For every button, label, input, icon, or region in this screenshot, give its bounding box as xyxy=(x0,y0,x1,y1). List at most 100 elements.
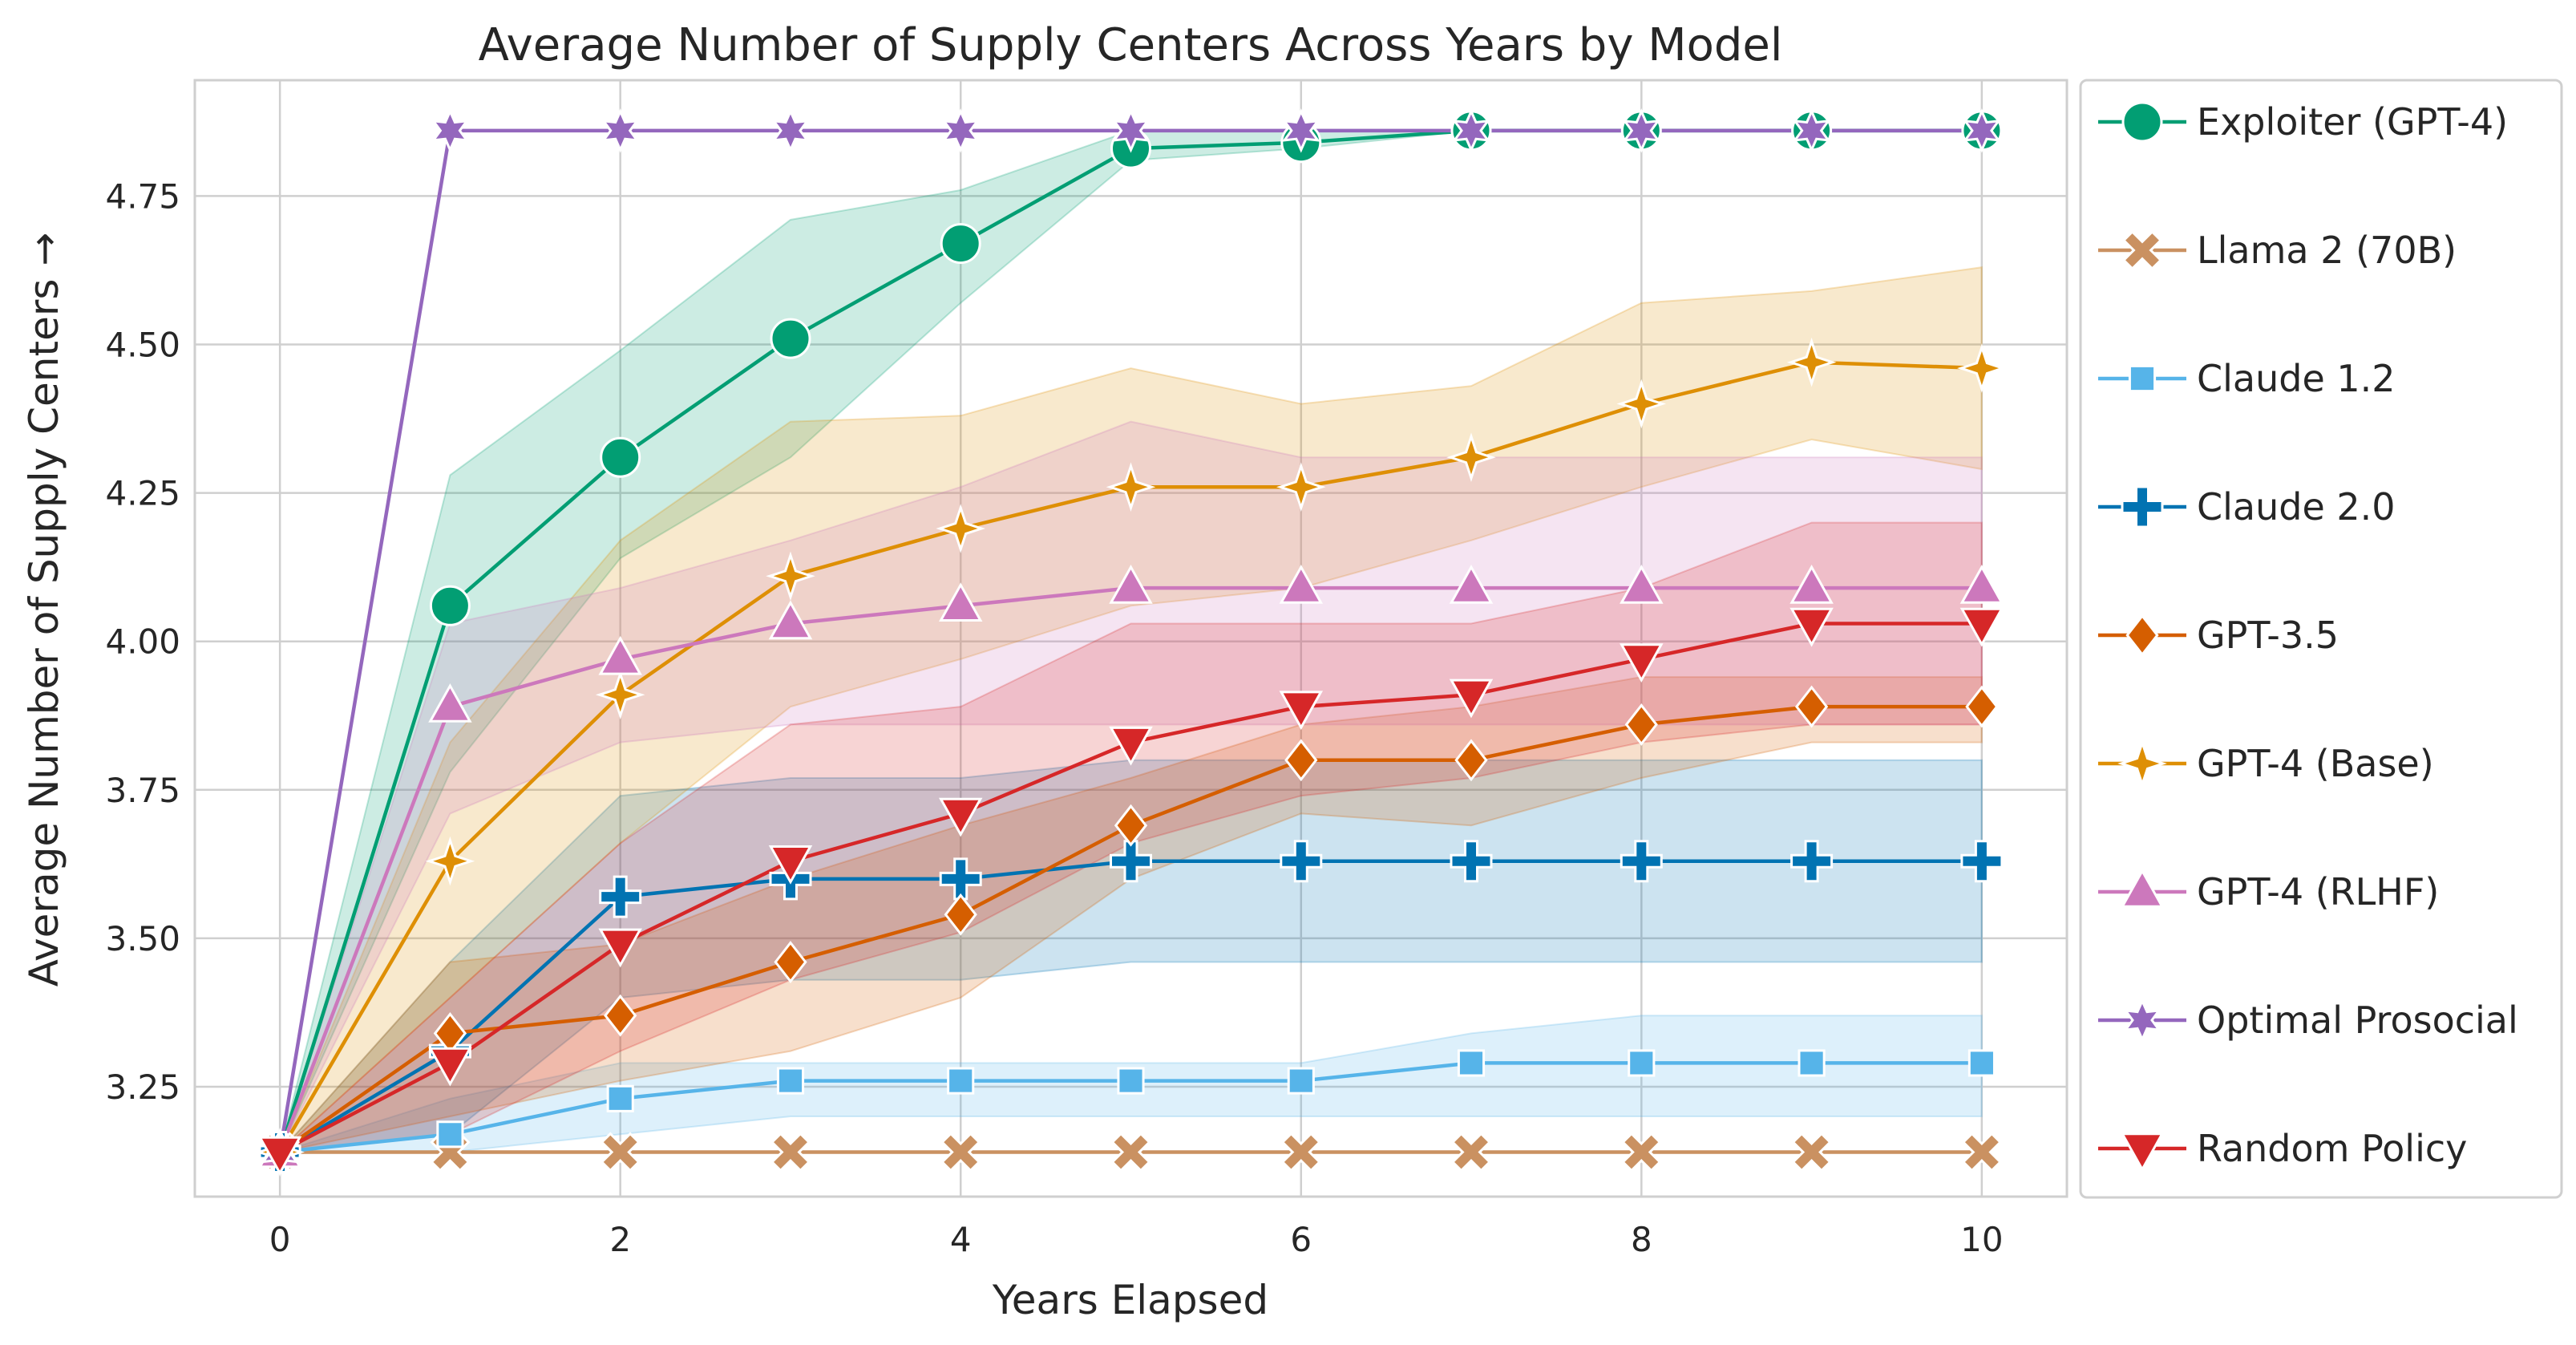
point-claude-1-2 xyxy=(947,1067,975,1095)
point-random-policy xyxy=(257,1136,302,1176)
legend-swatch-marker xyxy=(2121,229,2163,271)
point-optimal-prosocial xyxy=(601,108,640,153)
legend-frame xyxy=(2079,79,2563,1199)
series-markers xyxy=(255,108,2007,1177)
legend-swatch-marker xyxy=(2121,485,2164,529)
point-gpt-4-base xyxy=(1616,379,1667,429)
legend-swatch-marker xyxy=(2128,364,2157,393)
point-optimal-prosocial xyxy=(1111,108,1151,153)
legend-entry-llama-2-70b: Llama 2 (70B) xyxy=(2098,229,2457,272)
point-claude-2-0 xyxy=(599,875,642,918)
legend-label: Claude 2.0 xyxy=(2197,485,2396,529)
x-tick-label: 2 xyxy=(609,1220,631,1259)
point-random-policy xyxy=(1449,679,1494,719)
point-gpt-4-base xyxy=(1106,462,1156,512)
point-claude-1-2 xyxy=(1967,1049,1996,1077)
point-claude-1-2 xyxy=(1287,1067,1315,1095)
point-llama-2-70b xyxy=(1791,1132,1832,1173)
point-optimal-prosocial xyxy=(1622,108,1661,153)
legend-swatch-marker xyxy=(2120,868,2165,908)
point-optimal-prosocial xyxy=(1962,108,2001,153)
point-gpt-4-base xyxy=(1957,343,2007,393)
legend: Exploiter (GPT-4) Llama 2 (70B) Claude 1.2… xyxy=(2079,79,2563,1199)
legend-label: GPT-3.5 xyxy=(2197,614,2339,657)
point-gpt-3-5 xyxy=(774,941,807,983)
legend-label: Optimal Prosocial xyxy=(2197,999,2518,1042)
point-llama-2-70b xyxy=(940,1132,981,1173)
point-gpt-4-rlhf xyxy=(768,600,813,640)
point-random-policy xyxy=(1620,643,1664,683)
y-tick-label: 4.25 xyxy=(105,474,180,513)
point-random-policy xyxy=(598,928,642,968)
point-llama-2-70b xyxy=(1110,1132,1151,1173)
point-gpt-4-base xyxy=(766,551,815,602)
y-tick-label: 4.00 xyxy=(105,622,180,662)
y-tick-label: 4.75 xyxy=(105,176,180,216)
y-axis-label: Average Number of Supply Centers → xyxy=(21,233,67,986)
x-tick-label: 6 xyxy=(1290,1220,1312,1259)
point-gpt-4-base xyxy=(1276,462,1326,512)
point-gpt-3-5 xyxy=(1965,685,1999,728)
point-random-policy xyxy=(768,845,813,885)
point-gpt-4-rlhf xyxy=(1449,565,1494,604)
legend-entry-claude-1-2: Claude 1.2 xyxy=(2098,357,2396,400)
point-claude-1-2 xyxy=(1117,1067,1145,1095)
legend-swatch-marker xyxy=(2125,614,2159,657)
point-claude-1-2 xyxy=(776,1067,805,1095)
point-llama-2-70b xyxy=(1280,1132,1321,1173)
point-gpt-4-rlhf xyxy=(1279,565,1324,604)
point-gpt-3-5 xyxy=(1794,685,1829,728)
x-axis-label: Years Elapsed xyxy=(992,1277,1268,1323)
legend-entry-gpt-3-5: GPT-3.5 xyxy=(2098,614,2339,657)
point-gpt-4-base xyxy=(936,504,986,553)
legend-label: GPT-4 (RLHF) xyxy=(2197,870,2439,914)
y-tick-label: 4.50 xyxy=(105,325,180,364)
point-gpt-4-rlhf xyxy=(428,683,472,723)
legend-entry-claude-2-0: Claude 2.0 xyxy=(2098,485,2396,529)
x-tick-label: 4 xyxy=(950,1220,972,1259)
legend-entry-random-policy: Random Policy xyxy=(2098,1127,2467,1173)
point-gpt-4-rlhf xyxy=(938,582,983,622)
legend-label: Exploiter (GPT-4) xyxy=(2197,100,2508,144)
point-optimal-prosocial xyxy=(1792,108,1831,153)
point-claude-2-0 xyxy=(1450,840,1493,883)
point-random-policy xyxy=(1279,691,1324,731)
point-gpt-4-rlhf xyxy=(1620,565,1664,604)
point-claude-2-0 xyxy=(1110,840,1152,883)
point-llama-2-70b xyxy=(600,1132,641,1173)
point-gpt-3-5 xyxy=(1454,739,1488,782)
point-claude-2-0 xyxy=(1280,840,1323,883)
legend-swatch-marker xyxy=(2117,739,2167,788)
legend-entry-exploiter-gpt-4: Exploiter (GPT-4) xyxy=(2098,100,2508,144)
point-llama-2-70b xyxy=(770,1132,811,1173)
plot-frame xyxy=(193,79,2068,1198)
point-gpt-3-5 xyxy=(944,893,977,936)
point-gpt-4-rlhf xyxy=(1959,565,2004,604)
y-tick-label: 3.75 xyxy=(105,771,180,810)
point-optimal-prosocial xyxy=(941,108,981,153)
point-claude-2-0 xyxy=(1790,840,1834,883)
point-exploiter-gpt-4 xyxy=(429,585,471,626)
point-gpt-4-base xyxy=(1786,337,1837,387)
point-gpt-4-rlhf xyxy=(1789,565,1834,604)
y-tick-labels: 3.25 3.50 3.75 4.00 4.25 4.50 4.75 xyxy=(105,176,180,1107)
legend-label: Claude 1.2 xyxy=(2197,357,2396,400)
legend-swatch-marker xyxy=(2123,998,2161,1043)
point-gpt-4-rlhf xyxy=(598,635,642,675)
point-gpt-4-base xyxy=(595,670,645,720)
point-claude-2-0 xyxy=(939,857,982,901)
point-claude-1-2 xyxy=(1457,1049,1486,1077)
ci-band-exploiter-gpt-4 xyxy=(279,129,1982,1153)
point-random-policy xyxy=(1789,607,1834,647)
point-llama-2-70b xyxy=(1621,1132,1662,1173)
legend-label: Llama 2 (70B) xyxy=(2197,229,2457,272)
legend-entry-gpt-4-rlhf: GPT-4 (RLHF) xyxy=(2098,868,2439,914)
legend-entry-optimal-prosocial: Optimal Prosocial xyxy=(2098,998,2518,1043)
point-exploiter-gpt-4 xyxy=(940,223,981,265)
point-claude-1-2 xyxy=(436,1120,464,1149)
point-claude-1-2 xyxy=(1798,1049,1826,1077)
y-tick-label: 3.25 xyxy=(105,1067,180,1107)
point-gpt-3-5 xyxy=(1284,739,1318,782)
legend-entry-gpt-4-base: GPT-4 (Base) xyxy=(2098,739,2434,788)
point-random-policy xyxy=(1959,607,2004,647)
